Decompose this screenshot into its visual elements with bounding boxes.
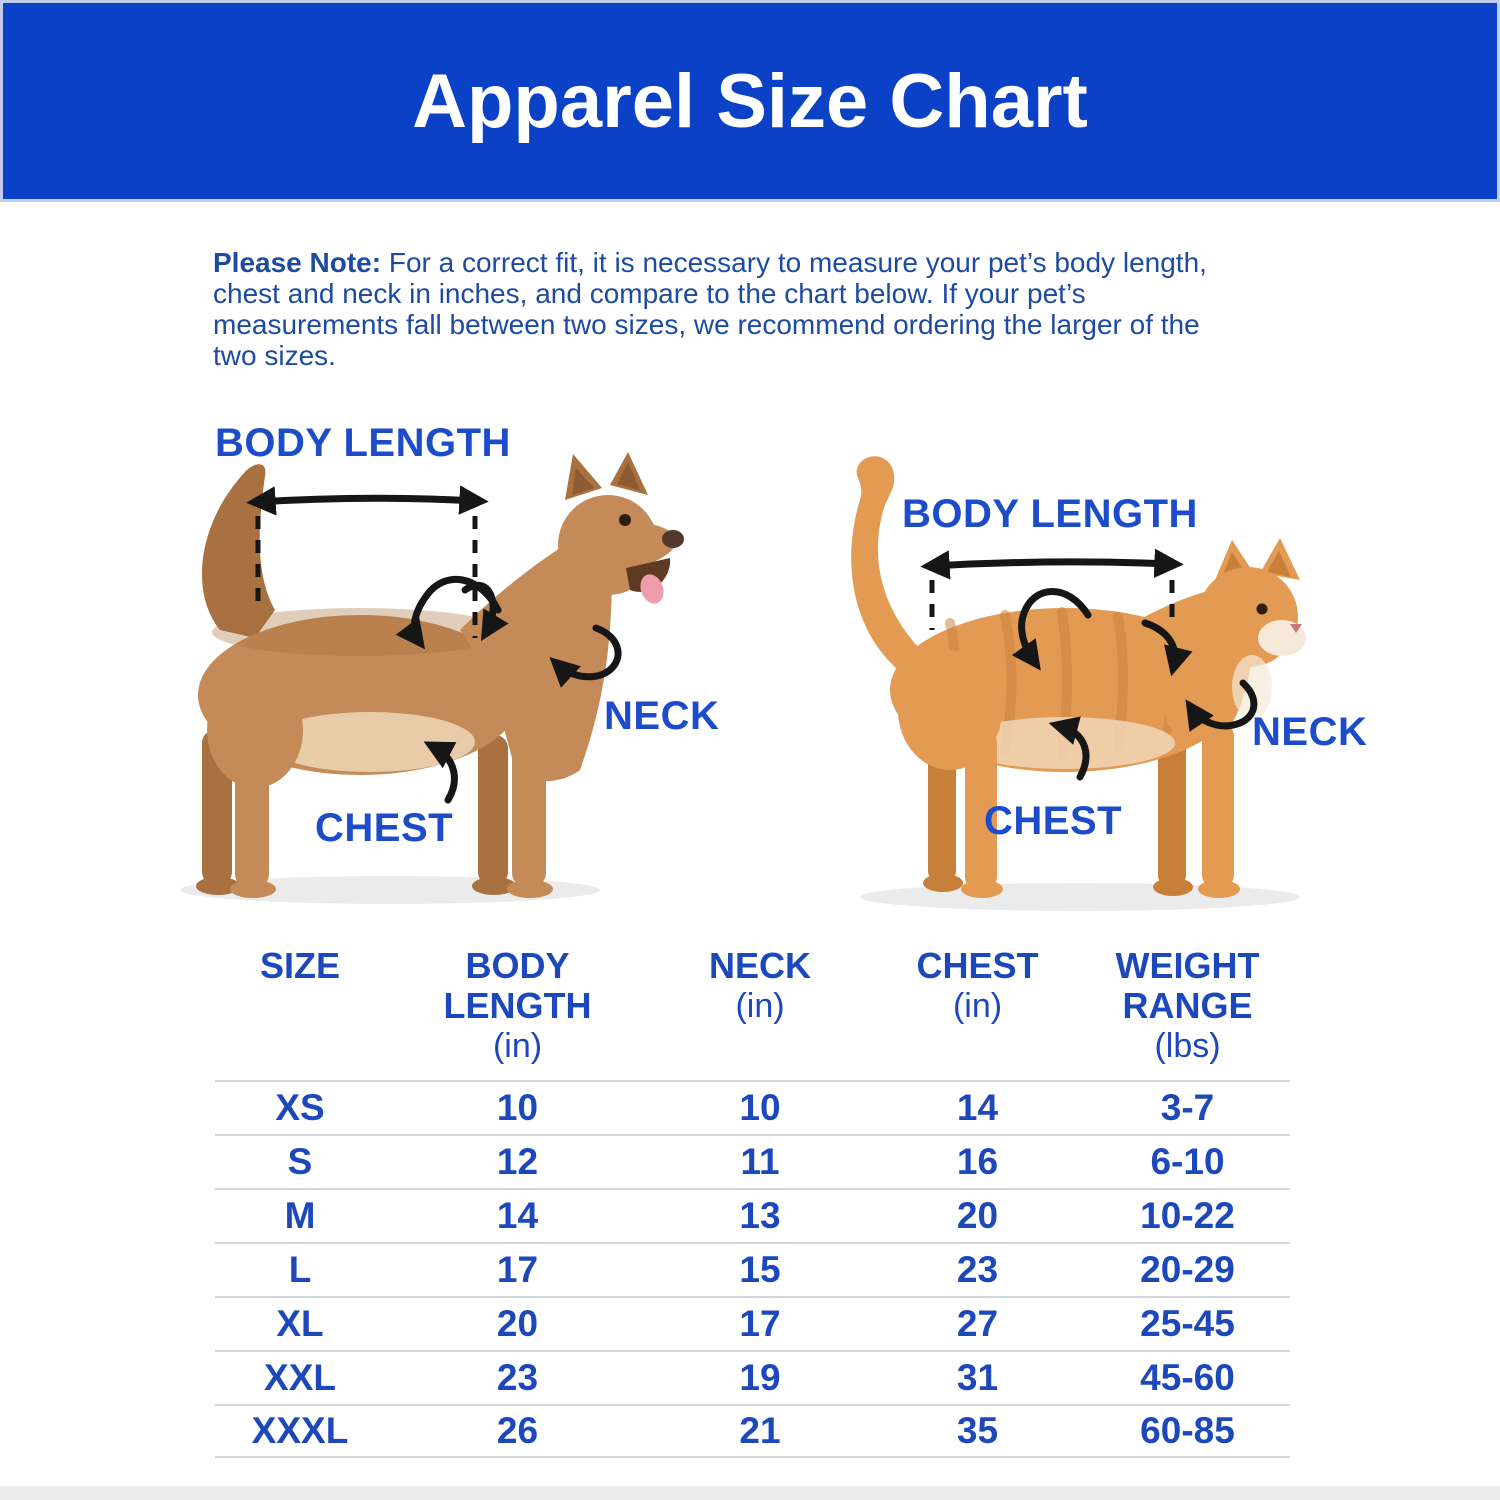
cell-weight-range: 25-45 (1140, 1303, 1235, 1344)
cell-chest: 20 (956, 1195, 999, 1236)
table-row-s: S 12 11 16 6-10 (215, 1134, 1290, 1188)
cell-body-length: 14 (496, 1195, 539, 1236)
note-text: Please Note: For a correct fit, it is ne… (213, 247, 1233, 371)
cell-neck: 15 (739, 1249, 781, 1290)
cat-illustration (851, 456, 1306, 911)
cell-neck: 11 (740, 1141, 780, 1182)
cell-size: XXXL (251, 1410, 349, 1451)
table-row-xl: XL 20 17 27 25-45 (215, 1296, 1290, 1350)
column-header-size: SIZE (259, 945, 340, 986)
cell-body-length: 23 (496, 1357, 539, 1398)
table-row-m: M 14 13 20 10-22 (215, 1188, 1290, 1242)
cell-chest: 23 (956, 1249, 999, 1290)
cell-weight-range: 20-29 (1140, 1249, 1235, 1290)
note-body: For a correct fit, it is necessary to me… (213, 247, 1207, 371)
table-row-xxl: XXL 23 19 31 45-60 (215, 1350, 1290, 1404)
cell-neck: 13 (739, 1195, 781, 1236)
size-table-header: SIZE BODY LENGTH (in) NECK (in) CHEST (i… (215, 946, 1290, 1080)
column-header-weight-range: WEIGHT RANGE (lbs) (1115, 945, 1260, 1066)
cell-body-length: 10 (496, 1087, 539, 1128)
dog-body-length-label: BODY LENGTH (215, 421, 511, 465)
cell-size: XS (275, 1087, 325, 1128)
page-bottom-edge (0, 1486, 1500, 1500)
table-row-xs: XS 10 10 14 3-7 (215, 1080, 1290, 1134)
cell-size: S (287, 1141, 313, 1182)
cell-body-length: 20 (496, 1303, 539, 1344)
cell-body-length: 26 (496, 1410, 539, 1451)
cell-size: M (284, 1195, 316, 1236)
note-lead: Please Note: (213, 247, 382, 278)
cell-body-length: 12 (496, 1141, 539, 1182)
cell-weight-range: 6-10 (1150, 1141, 1225, 1182)
size-table: SIZE BODY LENGTH (in) NECK (in) CHEST (i… (215, 946, 1290, 1458)
column-header-chest: CHEST (in) (916, 945, 1039, 1026)
column-header-body-length: BODY LENGTH (in) (443, 945, 592, 1066)
cell-weight-range: 10-22 (1140, 1195, 1235, 1236)
cat-body-length-label: BODY LENGTH (902, 492, 1198, 536)
cell-chest: 35 (956, 1410, 999, 1451)
cat-neck-label: NECK (1252, 710, 1368, 754)
table-row-xxxl: XXXL 26 21 35 60-85 (215, 1404, 1290, 1458)
cat-chest-label: CHEST (984, 799, 1123, 843)
cell-body-length: 17 (496, 1249, 539, 1290)
column-header-neck: NECK (in) (708, 945, 811, 1026)
cell-chest: 27 (956, 1303, 999, 1344)
dog-illustration (180, 452, 684, 904)
cell-chest: 31 (956, 1357, 999, 1398)
cell-neck: 17 (739, 1303, 781, 1344)
cell-weight-range: 45-60 (1140, 1357, 1235, 1398)
cell-size: L (288, 1249, 312, 1290)
cell-chest: 16 (956, 1141, 999, 1182)
cell-size: XL (276, 1303, 324, 1344)
table-row-l: L 17 15 23 20-29 (215, 1242, 1290, 1296)
dog-neck-label: NECK (604, 694, 720, 738)
cell-weight-range: 60-85 (1140, 1410, 1235, 1451)
cell-size: XXL (264, 1357, 336, 1398)
cell-neck: 19 (739, 1357, 781, 1398)
page-title: Apparel Size Chart (412, 58, 1088, 144)
cell-chest: 14 (956, 1087, 999, 1128)
size-table-body: XS 10 10 14 3-7 S 12 11 16 6-10 M 14 13 … (215, 1080, 1290, 1458)
banner: Apparel Size Chart (0, 0, 1500, 202)
cell-neck: 21 (739, 1410, 781, 1451)
dog-chest-label: CHEST (315, 806, 454, 850)
cell-weight-range: 3-7 (1160, 1087, 1215, 1128)
cell-neck: 10 (739, 1087, 781, 1128)
